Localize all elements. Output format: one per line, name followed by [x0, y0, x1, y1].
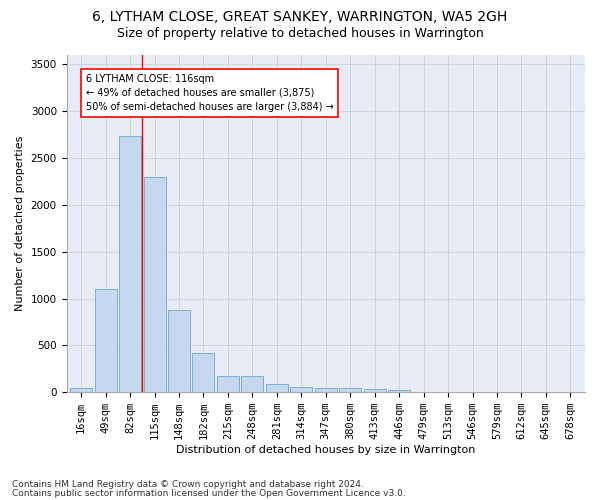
Bar [266, 384, 288, 392]
Text: Contains public sector information licensed under the Open Government Licence v3: Contains public sector information licen… [12, 489, 406, 498]
Bar [364, 390, 386, 392]
Text: 6 LYTHAM CLOSE: 116sqm
← 49% of detached houses are smaller (3,875)
50% of semi-: 6 LYTHAM CLOSE: 116sqm ← 49% of detached… [86, 74, 334, 112]
Text: Size of property relative to detached houses in Warrington: Size of property relative to detached ho… [116, 28, 484, 40]
Text: Contains HM Land Registry data © Crown copyright and database right 2024.: Contains HM Land Registry data © Crown c… [12, 480, 364, 489]
Bar [95, 289, 116, 392]
Bar [339, 388, 361, 392]
Bar [193, 353, 214, 392]
Bar [388, 390, 410, 392]
Bar [217, 376, 239, 392]
Text: 6, LYTHAM CLOSE, GREAT SANKEY, WARRINGTON, WA5 2GH: 6, LYTHAM CLOSE, GREAT SANKEY, WARRINGTO… [92, 10, 508, 24]
Bar [241, 376, 263, 392]
Y-axis label: Number of detached properties: Number of detached properties [15, 136, 25, 312]
Bar [119, 136, 141, 392]
X-axis label: Distribution of detached houses by size in Warrington: Distribution of detached houses by size … [176, 445, 475, 455]
Bar [143, 177, 166, 392]
Bar [315, 388, 337, 392]
Bar [290, 386, 313, 392]
Bar [168, 310, 190, 392]
Bar [70, 388, 92, 392]
